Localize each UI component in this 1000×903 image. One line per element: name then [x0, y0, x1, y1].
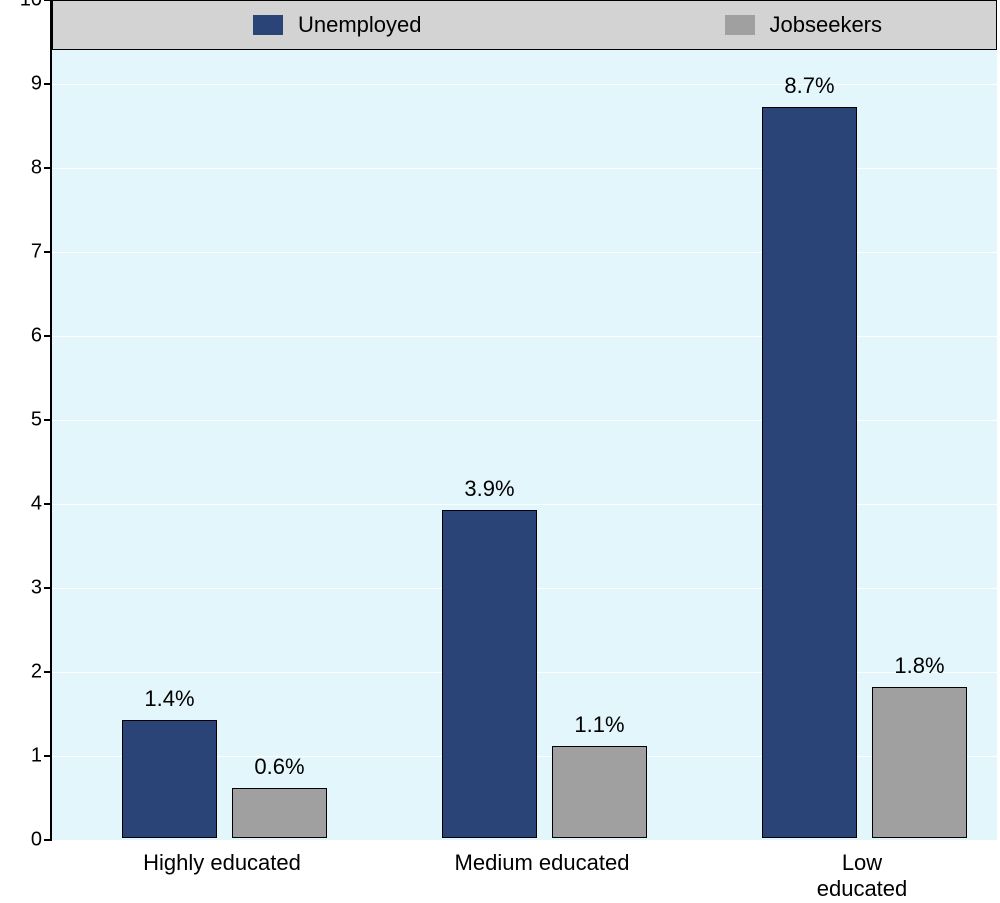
ytick-mark — [44, 671, 52, 673]
bar-value-label: 1.8% — [894, 653, 944, 679]
ytick-label: 4 — [2, 493, 42, 516]
ytick-label: 0 — [2, 829, 42, 852]
ytick-label: 5 — [2, 409, 42, 432]
bar — [232, 788, 327, 838]
bar-value-label: 1.1% — [574, 712, 624, 738]
bar — [442, 510, 537, 838]
bar-value-label: 3.9% — [464, 476, 514, 502]
ytick-label: 10 — [2, 0, 42, 12]
gridline — [52, 84, 997, 85]
bar — [552, 746, 647, 838]
bar-value-label: 0.6% — [254, 754, 304, 780]
legend-swatch-unemployed — [253, 15, 283, 35]
legend-label-jobseekers: Jobseekers — [770, 12, 883, 38]
ytick-label: 3 — [2, 577, 42, 600]
legend: Unemployed Jobseekers — [52, 0, 997, 50]
ytick-label: 9 — [2, 73, 42, 96]
ytick-label: 2 — [2, 661, 42, 684]
bar — [122, 720, 217, 838]
bar-value-label: 8.7% — [784, 73, 834, 99]
ytick-mark — [44, 83, 52, 85]
ytick-mark — [44, 335, 52, 337]
xtick-label: Highly educated — [143, 850, 301, 876]
plot-area: Unemployed Jobseekers 0123456789101.4%0.… — [50, 0, 995, 840]
ytick-label: 8 — [2, 157, 42, 180]
legend-item-unemployed: Unemployed — [53, 12, 525, 38]
xtick-label: Medium educated — [455, 850, 630, 876]
legend-label-unemployed: Unemployed — [298, 12, 422, 38]
ytick-mark — [44, 587, 52, 589]
ytick-mark — [44, 251, 52, 253]
ytick-mark — [44, 839, 52, 841]
ytick-mark — [44, 167, 52, 169]
legend-item-jobseekers: Jobseekers — [525, 12, 997, 38]
ytick-label: 6 — [2, 325, 42, 348]
bar-value-label: 1.4% — [144, 686, 194, 712]
chart-container: Unemployed Jobseekers 0123456789101.4%0.… — [50, 0, 995, 870]
ytick-label: 1 — [2, 745, 42, 768]
bar — [872, 687, 967, 838]
ytick-mark — [44, 503, 52, 505]
legend-swatch-jobseekers — [725, 15, 755, 35]
xtick-label: Low educated — [796, 850, 929, 902]
ytick-mark — [44, 419, 52, 421]
bar — [762, 107, 857, 838]
ytick-mark — [44, 0, 52, 1]
ytick-mark — [44, 755, 52, 757]
ytick-label: 7 — [2, 241, 42, 264]
